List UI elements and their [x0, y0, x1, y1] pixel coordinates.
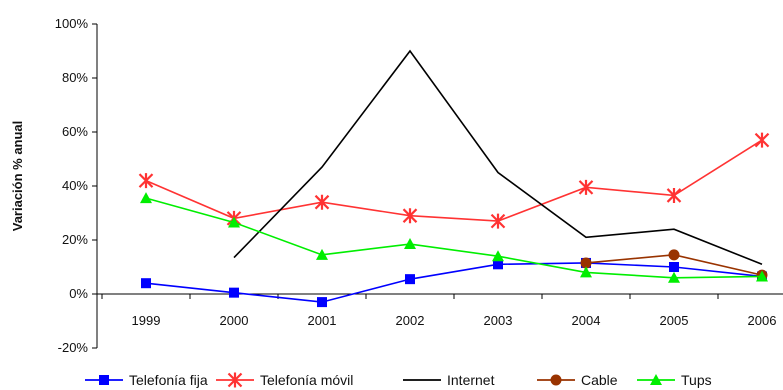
x-tick-label: 2004 [572, 313, 601, 328]
data-point-telefonia-movil [490, 213, 506, 229]
data-point-telefonia-fija [317, 297, 327, 308]
data-point-telefonia-fija [141, 278, 151, 289]
legend-item-telefonia-movil: Telefonía móvil [216, 372, 353, 388]
data-point-telefonia-fija [405, 274, 415, 285]
y-tick-label: 40% [62, 178, 88, 193]
x-tick-label: 2001 [308, 313, 337, 328]
data-point-telefonia-movil [578, 179, 594, 195]
y-tick-label: 20% [62, 232, 88, 247]
data-point-tups [492, 250, 504, 262]
legend-label-telefonia-movil: Telefonía móvil [260, 372, 353, 388]
legend-item-internet: Internet [403, 372, 495, 388]
legend-label-internet: Internet [447, 372, 495, 388]
legend-marker-telefonia-fija [99, 375, 109, 385]
data-point-telefonia-fija [493, 259, 503, 270]
data-point-telefonia-fija [669, 262, 679, 272]
data-point-tups [668, 271, 680, 283]
y-axis-title: Variación % anual [10, 121, 25, 232]
legend-marker-cable [550, 374, 562, 386]
y-tick-label: -20% [58, 340, 89, 355]
x-tick-label: 2002 [396, 313, 425, 328]
data-point-cable [580, 257, 592, 269]
legend-item-cable: Cable [537, 372, 618, 388]
series-layer [138, 49, 770, 308]
x-tick-label: 2003 [484, 313, 513, 328]
x-tick-label: 2005 [660, 313, 689, 328]
y-tick-label: 0% [69, 286, 88, 301]
data-point-tups [756, 270, 768, 282]
series-telefonia-movil [138, 132, 770, 229]
data-point-telefonia-movil [402, 208, 418, 224]
x-tick-label: 2000 [220, 313, 249, 328]
data-point-cable [668, 249, 680, 261]
axes: 100% 80% 60% 40% 20% 0% -20% 1999 2000 2001 2002 20… [55, 16, 783, 355]
legend-item-telefonia-fija: Telefonía fija [85, 372, 208, 388]
series-internet [233, 49, 763, 266]
series-line-telefonia-fija [145, 262, 763, 303]
legend-marker-tups [650, 374, 662, 385]
data-point-tups [404, 238, 416, 250]
series-line-telefonia-movil [145, 139, 763, 222]
data-point-tups [140, 192, 152, 204]
legend-label-telefonia-fija: Telefonía fija [129, 372, 208, 388]
x-tick-label: 2006 [748, 313, 777, 328]
legend-item-tups: Tups [637, 372, 712, 388]
y-tick-label: 60% [62, 124, 88, 139]
data-point-tups [316, 248, 328, 260]
data-point-telefonia-movil [754, 132, 770, 148]
data-point-telefonia-movil [138, 173, 154, 189]
legend-marker-telefonia-movil [227, 372, 243, 388]
data-point-telefonia-movil [314, 194, 330, 210]
legend-label-tups: Tups [681, 372, 712, 388]
y-tick-label: 100% [55, 16, 89, 31]
data-point-tups [580, 266, 592, 278]
data-point-telefonia-fija [229, 287, 239, 298]
data-point-telefonia-movil [666, 187, 682, 203]
y-tick-label: 80% [62, 70, 88, 85]
series-line-tups [145, 197, 763, 279]
legend: Telefonía fija Telefonía móvil Internet Cab… [85, 372, 712, 388]
data-point-tups [228, 216, 240, 228]
series-line-internet [233, 49, 763, 266]
series-tups [140, 192, 768, 283]
legend-label-cable: Cable [581, 372, 618, 388]
x-tick-label: 1999 [132, 313, 161, 328]
